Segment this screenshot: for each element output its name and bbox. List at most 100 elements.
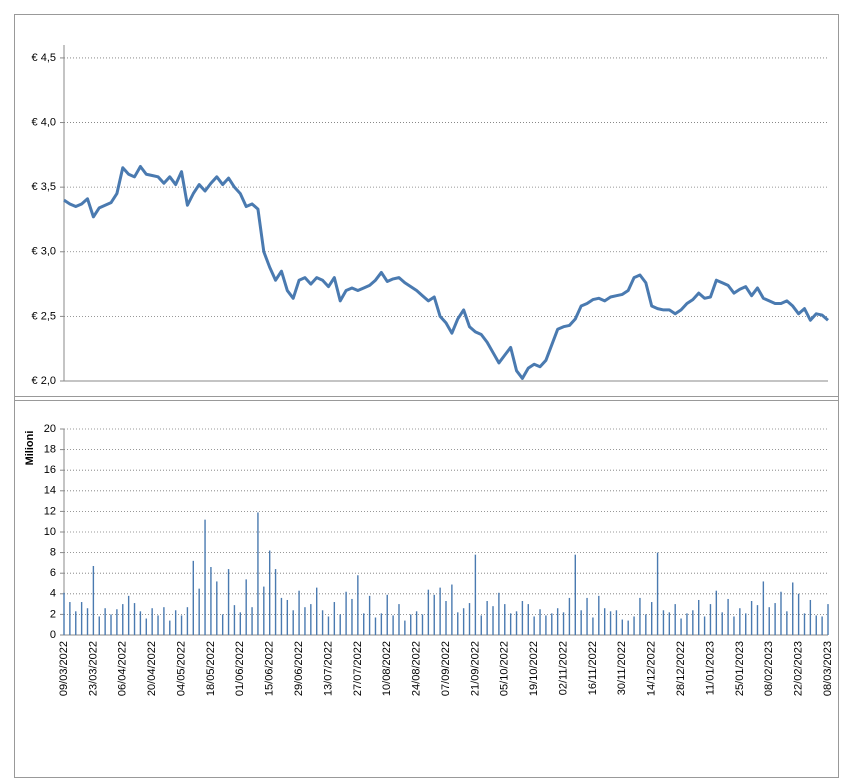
volume-bar [227, 569, 230, 635]
volume-bar [433, 594, 435, 635]
volume-bar [662, 610, 665, 635]
volume-bar [468, 603, 471, 635]
volume-bar [398, 604, 400, 635]
volume-bar [151, 608, 153, 635]
x-tick-label: 01/06/2022 [234, 641, 246, 696]
volume-bar [474, 554, 477, 635]
volume-bar [321, 610, 324, 635]
volume-bar [92, 565, 95, 635]
y-tick-label: 12 [44, 505, 56, 517]
volume-bar [245, 579, 247, 635]
y-tick-label: 6 [50, 567, 56, 579]
volume-bar [345, 591, 347, 635]
volume-bar [198, 588, 200, 635]
volume-bar [504, 604, 506, 635]
x-tick-label: 29/06/2022 [293, 641, 305, 696]
volume-bar [715, 590, 718, 635]
volume-bar [462, 608, 465, 635]
x-tick-label: 18/05/2022 [205, 641, 217, 696]
volume-bar [180, 615, 183, 635]
x-tick-label: 11/01/2023 [704, 641, 716, 695]
y-tick-label: 10 [44, 526, 56, 538]
volume-bar [192, 560, 194, 635]
volume-bar [298, 590, 300, 635]
y-tick-label: 8 [50, 547, 56, 559]
volume-bar [274, 569, 277, 635]
volume-bar [821, 616, 823, 635]
volume-bar [415, 611, 418, 635]
volume-bar [427, 589, 430, 635]
volume-bar [797, 593, 800, 635]
volume-bar [609, 611, 612, 635]
y-tick-label: € 3,5 [32, 181, 56, 193]
volume-bar [104, 608, 106, 635]
volume-bar [69, 602, 71, 635]
volume-bar [451, 584, 453, 635]
volume-bar [509, 613, 512, 635]
volume-bar [739, 608, 741, 635]
volume-bar [445, 601, 447, 635]
volume-bar [745, 613, 747, 635]
volume-bar [603, 608, 606, 635]
x-tick-label: 21/09/2022 [469, 641, 481, 696]
volume-bar [574, 554, 576, 635]
volume-bar [580, 610, 582, 635]
x-tick-label: 06/04/2022 [117, 641, 129, 696]
volume-bar [709, 604, 712, 635]
volume-bar [239, 612, 242, 635]
volume-bar [163, 607, 165, 635]
x-tick-label: 10/08/2022 [381, 641, 393, 696]
volume-bar [392, 615, 394, 635]
volume-bar [645, 614, 647, 635]
volume-bar [562, 612, 565, 635]
volume-bar [204, 519, 206, 635]
volume-bar [210, 567, 212, 635]
volume-bar [492, 606, 494, 635]
volume-bar [280, 597, 283, 635]
volume-bar [139, 611, 142, 635]
x-tick-label: 14/12/2022 [646, 641, 658, 696]
volume-bar [768, 607, 770, 635]
volume-bar [80, 602, 83, 635]
y-tick-label: 4 [50, 588, 56, 600]
volume-bar [169, 620, 171, 635]
x-tick-label: 24/08/2022 [411, 641, 423, 696]
volume-bar [556, 608, 559, 635]
x-tick-label: 19/10/2022 [528, 641, 540, 696]
y-tick-label: € 2,5 [32, 310, 56, 322]
y-tick-label: € 4,5 [32, 52, 56, 64]
volume-bar [809, 599, 812, 635]
x-tick-label: 28/12/2022 [675, 641, 687, 696]
price-panel [14, 14, 839, 397]
x-tick-label: 16/11/2022 [587, 641, 599, 695]
volume-bar [98, 616, 100, 635]
volume-bar [803, 613, 806, 635]
volume-bar [110, 614, 112, 635]
volume-bar [174, 610, 177, 635]
volume-bar [827, 604, 829, 635]
volume-bar [116, 609, 118, 635]
volume-bar [457, 612, 459, 635]
volume-bar [598, 595, 600, 635]
volume-bar [674, 604, 676, 635]
volume-bar [145, 618, 147, 635]
volume-bar [439, 587, 441, 635]
volume-bar [127, 595, 130, 635]
volume-bar [157, 615, 159, 635]
volume-bar [263, 586, 265, 635]
volume-bar [545, 615, 547, 635]
y-tick-label: 18 [44, 444, 56, 456]
volume-bar [733, 616, 735, 635]
price-line [63, 164, 829, 380]
x-tick-label: 07/09/2022 [440, 641, 452, 696]
volume-bar [327, 616, 330, 635]
volume-bar [527, 604, 529, 635]
volume-bar [762, 581, 765, 635]
y-tick-label: € 2,0 [32, 375, 56, 387]
volume-bar [304, 607, 306, 635]
y-axis-title: Milioni [24, 431, 36, 466]
volume-bar [615, 610, 618, 635]
volume-bar [333, 602, 336, 635]
y-tick-label: € 3,0 [32, 246, 56, 258]
volume-bar [756, 605, 759, 635]
